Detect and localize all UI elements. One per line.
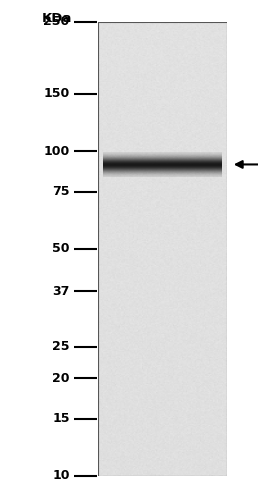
Text: 100: 100 — [43, 144, 70, 158]
Text: 20: 20 — [52, 371, 70, 385]
Text: 75: 75 — [52, 185, 70, 198]
Text: 10: 10 — [52, 469, 70, 482]
Text: 150: 150 — [43, 87, 70, 101]
Text: 15: 15 — [52, 412, 70, 425]
Text: 250: 250 — [43, 16, 70, 28]
Text: KDa: KDa — [42, 12, 72, 25]
Text: 37: 37 — [52, 285, 70, 298]
Text: 50: 50 — [52, 243, 70, 255]
Text: 25: 25 — [52, 340, 70, 353]
